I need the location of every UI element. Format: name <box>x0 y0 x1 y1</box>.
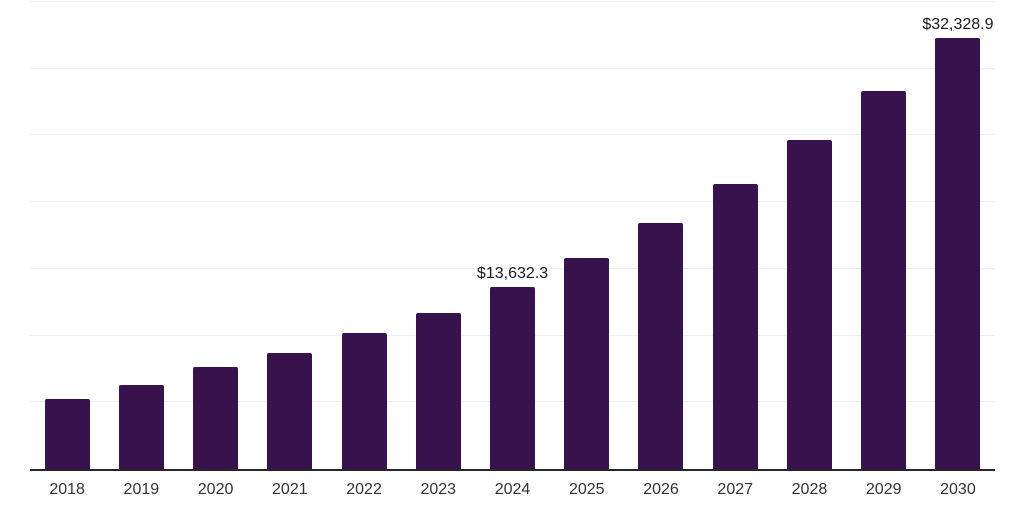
x-tick-2023: 2023 <box>420 481 457 498</box>
x-tick-2028: 2028 <box>791 481 828 498</box>
x-tick-2030: 2030 <box>940 481 976 498</box>
bar-slot-2027 <box>698 2 772 469</box>
gridline-15000 <box>30 267 995 269</box>
bar-2021 <box>267 353 313 469</box>
x-tick-2024: 2024 <box>494 481 531 498</box>
bar-slot-2018 <box>30 2 104 469</box>
bar-slot-2029 <box>847 2 921 469</box>
bar-2020 <box>193 367 239 469</box>
x-tick-2018: 2018 <box>49 481 85 498</box>
bar-value-label-2030: $32,328.9 <box>922 15 994 33</box>
x-tick-2029: 2029 <box>865 481 902 498</box>
bar-slot-2023 <box>401 2 475 469</box>
bar-2024 <box>490 287 536 469</box>
bar-2027 <box>712 183 758 469</box>
bar-slot-2030: $32,328.9 <box>921 2 995 469</box>
x-tick-2026: 2026 <box>643 481 679 498</box>
bar-slot-2026 <box>624 2 698 469</box>
bar-slot-2025 <box>550 2 624 469</box>
bar-2025 <box>564 257 610 469</box>
bar-slot-2024: $13,632.3 <box>475 2 549 469</box>
bar-slot-2021 <box>253 2 327 469</box>
bar-2026 <box>638 222 684 469</box>
bar-slot-2028 <box>772 2 846 469</box>
bar-2023 <box>415 313 461 469</box>
gridline-25000 <box>30 134 995 136</box>
x-axis: 2018 2019 2020 2021 2022 2023 2024 2025 2026 2027… <box>30 482 995 498</box>
bar-slot-2022 <box>327 2 401 469</box>
bar-2018 <box>44 399 90 469</box>
bar-value-label-2024: $13,632.3 <box>476 265 549 283</box>
gridline-20000 <box>30 201 995 203</box>
bar-slot-2020 <box>178 2 252 469</box>
bars: $13,632.3 $32,328.9 <box>30 2 995 469</box>
bar-2030 <box>935 37 981 469</box>
x-tick-2020: 2020 <box>197 481 234 498</box>
gridline-30000 <box>30 67 995 69</box>
plot-area: $13,632.3 $32,328.9 <box>30 1 995 471</box>
bar-slot-2019 <box>104 2 178 469</box>
x-tick-2027: 2027 <box>717 481 754 498</box>
x-tick-2019: 2019 <box>123 481 160 498</box>
x-tick-2022: 2022 <box>346 481 382 498</box>
x-tick-2025: 2025 <box>568 481 605 498</box>
gridline-35000 <box>30 1 995 2</box>
bar-2019 <box>118 385 164 469</box>
bar-2029 <box>861 91 907 469</box>
bar-2022 <box>341 333 387 469</box>
bar-2028 <box>786 139 832 469</box>
x-tick-2021: 2021 <box>272 481 308 498</box>
